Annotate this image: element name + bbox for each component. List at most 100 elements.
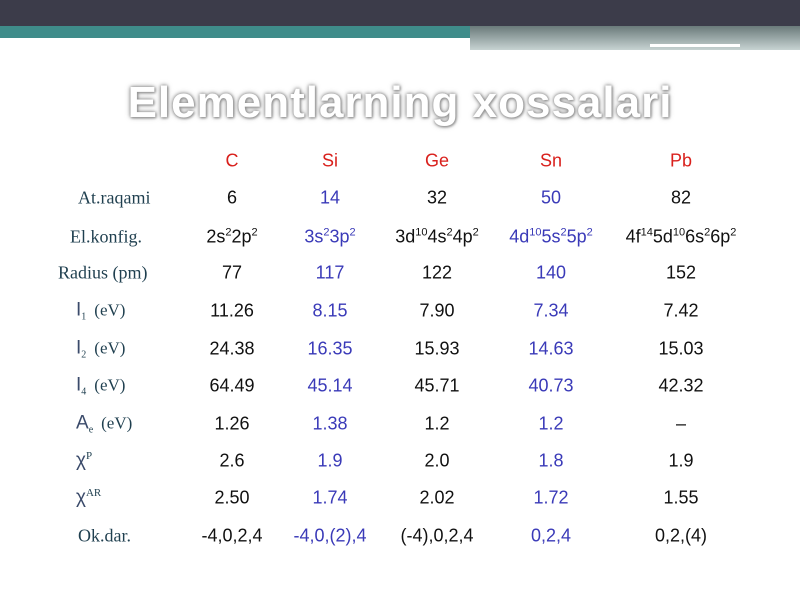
table-cell: 2.02: [419, 487, 455, 508]
table-cell: 45.14: [307, 375, 353, 396]
table-cell: 1.26: [214, 413, 250, 434]
accent-stripe: [0, 26, 470, 38]
table-cell: 7.34: [533, 300, 569, 321]
table-cell: 7.42: [663, 300, 699, 321]
table-cell: 6: [226, 187, 238, 208]
label-main: I: [76, 374, 82, 396]
table-cell: 1.8: [538, 450, 564, 471]
top-bar: [0, 0, 800, 26]
label-main: Ok.dar.: [78, 525, 131, 546]
orbital: 4p: [452, 226, 473, 247]
orbital: 2p: [231, 226, 252, 247]
table-cell: 1.55: [663, 487, 699, 508]
row-label: Radius (pm): [58, 263, 148, 284]
label-main: A: [76, 412, 89, 434]
row-label: I2 (eV): [76, 338, 125, 361]
label-main: At.raqami: [78, 187, 151, 208]
orbital: 5d: [652, 226, 673, 247]
orbital: 3s: [304, 226, 324, 247]
table-cell: 42.32: [658, 375, 704, 396]
label-sub: 4: [81, 386, 87, 398]
orbital: 2s: [206, 226, 226, 247]
column-header: C: [225, 150, 239, 171]
table-cell: 2s22p2: [206, 227, 257, 248]
table-cell: 14: [319, 187, 341, 208]
superscript: 2: [349, 226, 356, 239]
label-unit: (eV): [101, 413, 133, 433]
slide-title: Elementlarning xossalari: [127, 78, 673, 127]
label-unit: (eV): [94, 338, 126, 358]
table-cell: 15.03: [658, 338, 704, 359]
table-cell: 152: [665, 262, 697, 283]
table-cell: –: [675, 413, 687, 434]
table-cell: 4f145d106s26p2: [626, 227, 737, 248]
label-main: El.konfig.: [70, 226, 142, 247]
row-label: I4 (eV): [76, 375, 125, 398]
table-cell: 45.71: [414, 375, 460, 396]
superscript: 2: [323, 226, 330, 239]
table-cell: 1.38: [312, 413, 348, 434]
row-label: χAR: [76, 487, 101, 509]
label-unit: (eV): [94, 375, 126, 395]
superscript: 10: [415, 226, 428, 239]
table-cell: 1.72: [533, 487, 569, 508]
label-sup: AR: [85, 487, 102, 499]
orbital: 3p: [329, 226, 350, 247]
table-cell: 11.26: [210, 300, 254, 321]
label-sub: 1: [81, 311, 87, 323]
row-label: At.raqami: [78, 188, 150, 209]
accent-stripe: [470, 26, 800, 50]
superscript: 2: [586, 226, 593, 239]
superscript: 2: [472, 226, 479, 239]
table-cell: 32: [426, 187, 448, 208]
superscript: 2: [251, 226, 258, 239]
table-cell: 16.35: [307, 338, 353, 359]
orbital: 5p: [566, 226, 587, 247]
orbital: 3d: [395, 226, 416, 247]
superscript: 10: [529, 226, 542, 239]
orbital: 5s: [541, 226, 561, 247]
table-cell: 1.9: [317, 450, 343, 471]
orbital: 4f: [625, 226, 641, 247]
table-cell: 50: [540, 187, 562, 208]
label-sup: P: [85, 450, 93, 462]
label-main: χ: [76, 487, 86, 508]
column-header: Sn: [539, 150, 563, 171]
table-cell: 64.49: [209, 375, 255, 396]
label-sub: e: [88, 424, 94, 436]
table-cell: 2.50: [214, 487, 250, 508]
table-cell: 3d104s24p2: [395, 227, 479, 248]
superscript: 2: [730, 226, 737, 239]
superscript: 14: [640, 226, 653, 239]
column-header: Pb: [669, 150, 693, 171]
row-label: El.konfig.: [70, 227, 142, 248]
table-cell: 122: [421, 262, 453, 283]
label-unit: (eV): [94, 300, 126, 320]
label-sub: 2: [81, 349, 87, 361]
label-main: Radius (pm): [58, 262, 148, 283]
superscript: 2: [704, 226, 711, 239]
table-cell: 117: [315, 262, 345, 283]
column-header: Ge: [424, 150, 450, 171]
orbital: 6s: [685, 226, 705, 247]
table-cell: 2.0: [424, 450, 450, 471]
table-cell: 15.93: [414, 338, 460, 359]
accent-stripe: [650, 44, 740, 47]
superscript: 2: [225, 226, 232, 239]
table-cell: 4d105s25p2: [509, 227, 593, 248]
table-cell: 7.90: [419, 300, 455, 321]
table-cell: 82: [670, 187, 692, 208]
table-cell: 77: [221, 262, 243, 283]
orbital: 4d: [509, 226, 530, 247]
table-cell: 3s23p2: [304, 227, 355, 248]
table-cell: -4,0,(2),4: [293, 525, 367, 546]
orbital: 4s: [427, 226, 447, 247]
table-cell: 1.2: [424, 413, 450, 434]
row-label: χP: [76, 450, 92, 472]
table-cell: 0,2,4: [530, 525, 572, 546]
row-label: I1 (eV): [76, 300, 125, 323]
table-cell: 1.2: [538, 413, 564, 434]
superscript: 2: [446, 226, 453, 239]
superscript: 10: [672, 226, 686, 239]
